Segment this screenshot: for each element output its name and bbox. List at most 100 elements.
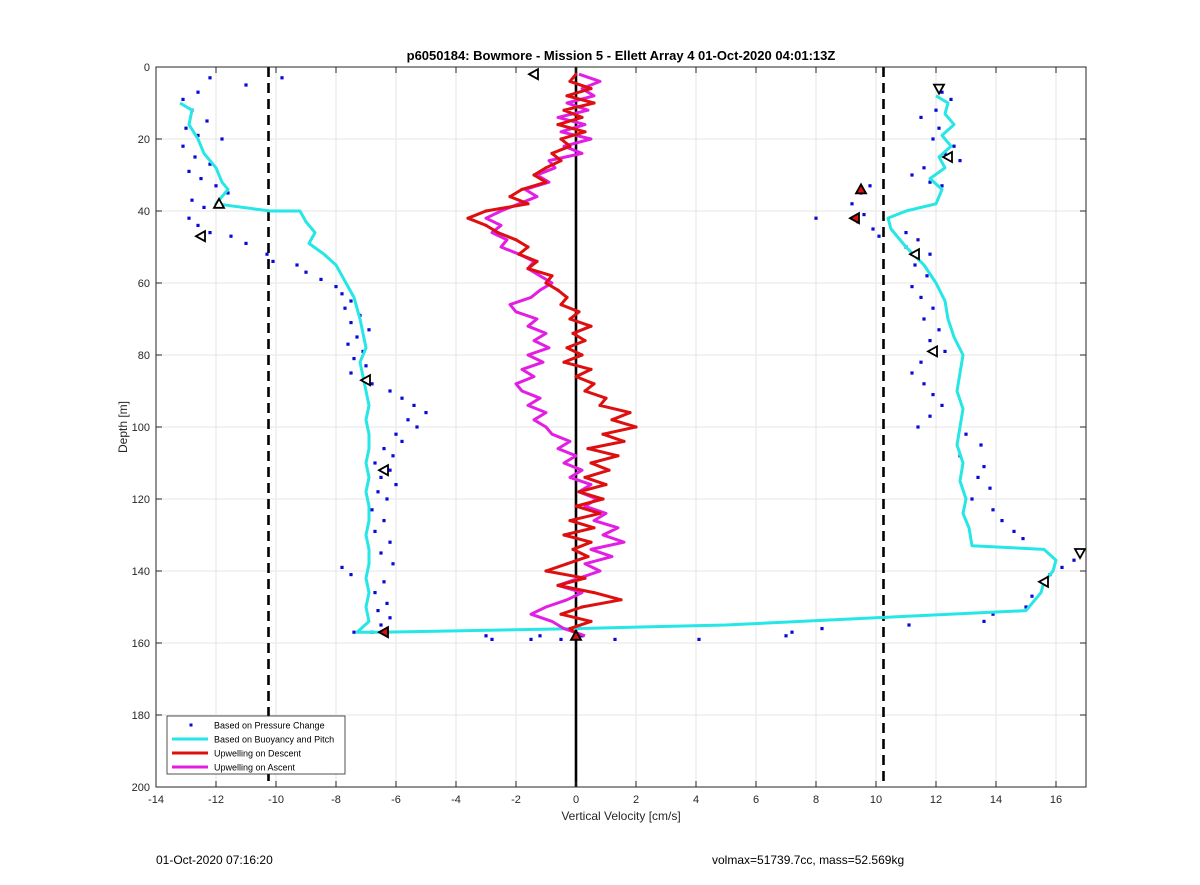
pressure-change-point: [388, 468, 392, 472]
y-tick-label: 200: [132, 782, 150, 794]
x-tick-label: -14: [148, 794, 164, 806]
upwelling-descent-point: [568, 317, 572, 321]
pressure-change-point: [379, 475, 383, 479]
upwelling-descent-point: [544, 569, 548, 573]
pressure-change-point: [181, 144, 185, 148]
y-tick-label: 0: [144, 62, 150, 74]
pressure-change-point: [925, 274, 929, 278]
pressure-change-point: [208, 76, 212, 80]
pressure-change-point: [958, 159, 962, 163]
pressure-change-point: [415, 425, 419, 429]
upwelling-descent-point: [598, 511, 602, 515]
upwelling-descent-point: [586, 447, 590, 451]
pressure-change-point: [280, 76, 284, 80]
pressure-change-point: [910, 173, 914, 177]
upwelling-descent-point: [550, 274, 554, 278]
pressure-change-point: [208, 231, 212, 235]
pressure-change-point: [340, 565, 344, 569]
upwelling-descent-point: [583, 475, 587, 479]
pressure-change-point: [943, 349, 947, 353]
pressure-change-point: [991, 612, 995, 616]
upwelling-descent-point: [565, 562, 569, 566]
pressure-change-point: [928, 414, 932, 418]
pressure-change-point: [949, 97, 953, 101]
pressure-change-point: [187, 169, 191, 173]
profile-marker-triangle: [848, 211, 860, 225]
pressure-change-point: [790, 630, 794, 634]
y-tick-label: 160: [132, 638, 150, 650]
buoyancy-pitch-line: [179, 101, 381, 634]
y-axis-label: Depth [m]: [116, 401, 130, 453]
legend-entry-label: Based on Pressure Change: [214, 721, 325, 731]
pressure-change-point: [367, 328, 371, 332]
pressure-change-point: [373, 591, 377, 595]
x-tick-label: -2: [511, 794, 521, 806]
pressure-change-point: [1021, 537, 1025, 541]
pressure-change-point: [913, 263, 917, 267]
pressure-change-point: [376, 609, 380, 613]
upwelling-descent-point: [583, 130, 587, 134]
pressure-change-point: [304, 270, 308, 274]
upwelling-descent-point: [562, 360, 566, 364]
pressure-change-point: [202, 205, 206, 209]
pressure-change-point: [385, 497, 389, 501]
pressure-change-point: [265, 252, 269, 256]
upwelling-descent-point: [634, 425, 638, 429]
x-tick-label: -4: [451, 794, 461, 806]
y-tick-label: 80: [138, 350, 150, 362]
pressure-change-point: [1012, 529, 1016, 533]
x-tick-label: 4: [693, 794, 699, 806]
upwelling-descent-point: [565, 94, 569, 98]
profile-marker-triangle: [932, 83, 946, 96]
pressure-change-point: [370, 382, 374, 386]
pressure-change-point: [1000, 519, 1004, 523]
pressure-change-point: [187, 216, 191, 220]
upwelling-descent-point: [601, 432, 605, 436]
pressure-change-point: [940, 403, 944, 407]
legend: Based on Pressure Change Based on Buoyanc…: [166, 715, 346, 775]
pressure-change-point: [937, 328, 941, 332]
upwelling-descent-point: [556, 123, 560, 127]
pressure-change-point: [877, 234, 881, 238]
upwelling-descent-point: [598, 403, 602, 407]
upwelling-descent-point: [577, 310, 581, 314]
upwelling-descent-point: [601, 497, 605, 501]
profile-marker-triangle: [908, 247, 920, 261]
upwelling-descent-point: [583, 389, 587, 393]
upwelling-descent-point: [592, 382, 596, 386]
profile-marker-triangle: [194, 229, 206, 243]
legend-box: [166, 715, 346, 775]
pressure-change-point: [271, 259, 275, 263]
upwelling-descent-point: [514, 238, 518, 242]
pressure-change-point: [919, 360, 923, 364]
upwelling-descent-point: [610, 418, 614, 422]
pressure-change-point: [226, 191, 230, 195]
x-tick-label: 2: [633, 794, 639, 806]
pressure-change-point: [910, 371, 914, 375]
pressure-change-point: [490, 637, 494, 641]
pressure-change-point: [199, 177, 203, 181]
x-tick-label: -8: [331, 794, 341, 806]
pressure-change-point: [862, 213, 866, 217]
legend-entry-label: Upwelling on Descent: [214, 749, 302, 759]
pressure-change-point: [907, 623, 911, 627]
chart-title: p6050184: Bowmore - Mission 5 - Ellett A…: [407, 48, 836, 63]
upwelling-descent-point: [550, 151, 554, 155]
upwelling-descent-point: [562, 533, 566, 537]
pressure-change-point: [940, 90, 944, 94]
upwelling-descent-point: [535, 259, 539, 263]
upwelling-descent-point: [592, 526, 596, 530]
pressure-change-point: [379, 623, 383, 627]
pressure-change-point: [820, 627, 824, 631]
pressure-change-point: [931, 137, 935, 141]
pressure-change-point: [850, 202, 854, 206]
pressure-change-point: [931, 306, 935, 310]
upwelling-descent-point: [589, 540, 593, 544]
x-tick-label: -10: [268, 794, 284, 806]
pressure-change-point: [373, 529, 377, 533]
upwelling-descent-point: [574, 72, 578, 76]
upwelling-descent-point: [616, 454, 620, 458]
pressure-change-point: [559, 637, 563, 641]
profile-marker-triangle: [941, 150, 953, 164]
